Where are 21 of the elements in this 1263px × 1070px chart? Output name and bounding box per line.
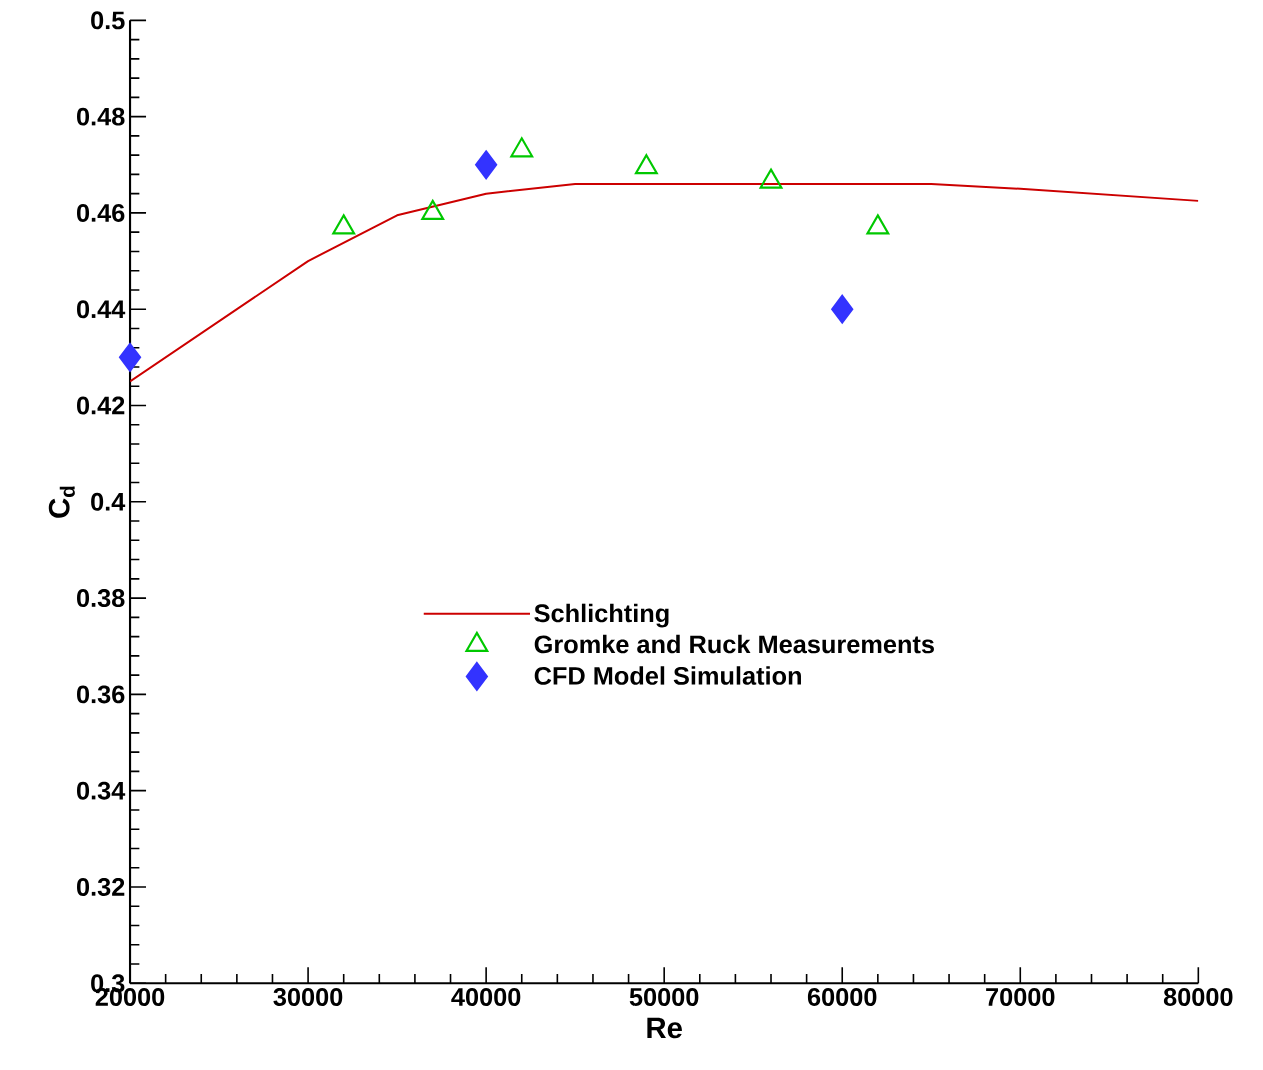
x-tick-label: 80000 xyxy=(1163,987,1233,1006)
x-tick-label: 50000 xyxy=(629,987,699,1006)
y-tick-label: 0.44 xyxy=(77,300,126,319)
y-tick-label: 0.5 xyxy=(91,11,125,30)
y-tick-label: 0.4 xyxy=(91,492,126,511)
y-axis-title: C$_{d}$ xyxy=(48,486,75,518)
y-tick-label: 0.34 xyxy=(77,781,126,800)
y-tick-label: 0.38 xyxy=(77,588,125,607)
x-tick-label: 30000 xyxy=(273,987,343,1006)
x-tick-label: 60000 xyxy=(807,987,877,1006)
legend-label: Gromke and Ruck Measurements xyxy=(534,634,934,654)
legend-label: Schlichting xyxy=(534,603,669,628)
x-tick-label: 40000 xyxy=(451,987,521,1006)
y-tick-label: 0.46 xyxy=(77,203,125,222)
legend-label: CFD Model Simulation xyxy=(534,666,801,685)
y-tick-label: 0.42 xyxy=(77,396,125,415)
y-tick-label: 0.36 xyxy=(77,685,125,704)
x-axis-title: Re xyxy=(647,1017,682,1039)
y-tick-label: 0.32 xyxy=(77,877,125,896)
x-tick-label: 70000 xyxy=(986,987,1055,1006)
y-tick-label: 0.48 xyxy=(77,107,125,126)
